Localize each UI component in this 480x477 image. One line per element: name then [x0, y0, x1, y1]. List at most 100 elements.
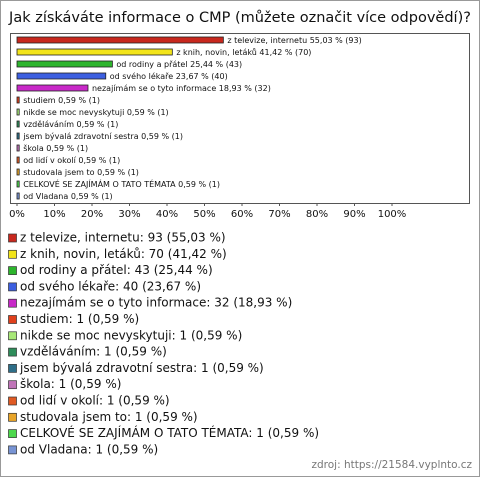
- bar: [16, 120, 20, 128]
- bar: [16, 60, 113, 68]
- bar: [16, 84, 89, 92]
- bar-value-label: 0,59 % (1): [127, 108, 169, 117]
- bar-category: od svého lékaře: [110, 71, 174, 81]
- bar-value-label: 23,67 % (40): [176, 72, 228, 81]
- bar: [16, 144, 20, 152]
- x-tick-label: 10%: [43, 209, 65, 220]
- bar-category: škola: [23, 143, 44, 153]
- bar-value-label: 18,93 % (32): [219, 84, 271, 93]
- x-tick-label: 100%: [378, 209, 407, 220]
- legend-label: z knih, novin, letáků: 70 (41,42 %): [20, 247, 227, 261]
- bar-value-label: 0,59 % (1): [46, 144, 88, 153]
- legend-swatch: [8, 233, 17, 243]
- bar-category: nezajímám se o tyto informace: [92, 84, 216, 93]
- x-tick-label: 90%: [343, 209, 365, 220]
- bar-category: od Vladana: [23, 192, 68, 201]
- bar-label: od svého lékaře 23,67 % (40): [110, 71, 228, 81]
- bar-label: z knih, novin, letáků 41,42 % (70): [176, 47, 311, 57]
- bar-label: CELKOVÉ SE ZAJÍMÁM O TATO TÉMATA 0,59 % …: [23, 178, 220, 189]
- bar: [16, 96, 20, 104]
- bar-value-label: 0,59 % (1): [97, 168, 139, 177]
- bar-category: od lidí v okolí: [23, 156, 76, 165]
- bar-category: vzděláváním: [23, 120, 74, 129]
- legend-label: CELKOVÉ SE ZAJÍMÁM O TATO TÉMATA: 1 (0,5…: [20, 425, 319, 440]
- legend-label: nikde se moc nevyskytuji: 1 (0,59 %): [20, 328, 242, 342]
- x-tick-label: 20%: [81, 209, 103, 220]
- bar: [16, 72, 107, 80]
- bar-value-label: 0,59 % (1): [77, 120, 119, 129]
- legend-label: z televize, internetu: 93 (55,03 %): [20, 231, 226, 245]
- plot-frame: [10, 33, 470, 204]
- bar: [16, 168, 20, 176]
- bar: [16, 156, 20, 164]
- x-tick-label: 60%: [231, 209, 253, 220]
- legend-label: od Vladana: 1 (0,59 %): [20, 442, 158, 456]
- bar-label: od rodiny a přátel 25,44 % (43): [116, 60, 242, 69]
- bar-label: škola 0,59 % (1): [23, 143, 88, 153]
- bar-value-label: 0,59 % (1): [71, 192, 113, 201]
- legend-swatch: [8, 364, 17, 373]
- bar-label: od lidí v okolí 0,59 % (1): [23, 156, 120, 165]
- x-tick-label: 30%: [118, 209, 140, 220]
- legend-label: od svého lékaře: 40 (23,67 %): [20, 279, 201, 293]
- bar-value-label: 55,03 % (93): [310, 36, 362, 45]
- source: zdroj: https://21584.vyplnto.cz: [312, 459, 473, 471]
- x-tick-label: 80%: [306, 209, 328, 220]
- bar-value-label: 25,44 % (43): [190, 60, 242, 69]
- legend-label: od lidí v okolí: 1 (0,59 %): [20, 394, 170, 408]
- bar-label: z televize, internetu 55,03 % (93): [227, 36, 361, 45]
- legend-label: škola: 1 (0,59 %): [20, 377, 121, 391]
- bar-value-label: 41,42 % (70): [259, 48, 311, 57]
- legend-swatch: [8, 396, 17, 406]
- legend-swatch: [8, 249, 17, 259]
- legend-swatch: [8, 331, 17, 341]
- x-tick-label: 70%: [268, 209, 290, 220]
- chart-title: Jak získáváte informace o CMP (můžete oz…: [8, 10, 471, 26]
- bar: [16, 108, 20, 116]
- bar-category: CELKOVÉ SE ZAJÍMÁM O TATO TÉMATA: [23, 178, 176, 189]
- legend-swatch: [8, 282, 17, 292]
- legend-swatch: [8, 445, 17, 455]
- bar-category: od rodiny a přátel: [116, 60, 187, 69]
- bar-category: z knih, novin, letáků: [176, 47, 257, 57]
- bar-label: nikde se moc nevyskytuji 0,59 % (1): [23, 108, 168, 117]
- bar-label: vzděláváním 0,59 % (1): [23, 120, 118, 129]
- bar-value-label: 0,59 % (1): [58, 96, 100, 105]
- bar-label: studiem 0,59 % (1): [23, 96, 100, 105]
- bar-value-label: 0,59 % (1): [78, 156, 120, 165]
- x-tick-label: 40%: [156, 209, 178, 220]
- legend-label: jsem bývalá zdravotní sestra: 1 (0,59 %): [19, 361, 264, 375]
- bar: [16, 132, 20, 140]
- bar: [16, 180, 20, 188]
- legend-swatch: [8, 347, 17, 357]
- bar-category: nikde se moc nevyskytuji: [23, 108, 124, 117]
- bar: [16, 192, 20, 200]
- x-tick-label: 50%: [193, 209, 215, 220]
- bar-category: studiem: [23, 96, 56, 105]
- bar-label: studovala jsem to 0,59 % (1): [23, 168, 139, 177]
- legend-swatch: [8, 429, 17, 438]
- legend-label: nezajímám se o tyto informace: 32 (18,93…: [20, 296, 292, 310]
- bar-label: nezajímám se o tyto informace 18,93 % (3…: [92, 84, 271, 93]
- bar-category: jsem bývalá zdravotní sestra: [22, 132, 139, 141]
- bar-label: od Vladana 0,59 % (1): [23, 192, 112, 201]
- legend-label: vzděláváním: 1 (0,59 %): [20, 345, 167, 359]
- bar-value-label: 0,59 % (1): [141, 132, 183, 141]
- bar: [16, 36, 224, 44]
- legend-swatch: [8, 315, 17, 324]
- bar-label: jsem bývalá zdravotní sestra 0,59 % (1): [22, 132, 183, 141]
- legend-swatch: [8, 412, 17, 422]
- bar-category: studovala jsem to: [23, 168, 94, 177]
- legend-label: studovala jsem to: 1 (0,59 %): [20, 410, 198, 424]
- legend-label: od rodiny a přátel: 43 (25,44 %): [20, 263, 213, 277]
- legend-swatch: [8, 298, 17, 308]
- bar-value-label: 0,59 % (1): [178, 180, 220, 189]
- legend-swatch: [8, 266, 17, 275]
- bar: [16, 48, 173, 56]
- bar-category: z televize, internetu: [227, 36, 307, 45]
- legend-swatch: [8, 380, 17, 390]
- legend-label: studiem: 1 (0,59 %): [20, 312, 139, 326]
- x-tick-label: 0%: [9, 209, 25, 220]
